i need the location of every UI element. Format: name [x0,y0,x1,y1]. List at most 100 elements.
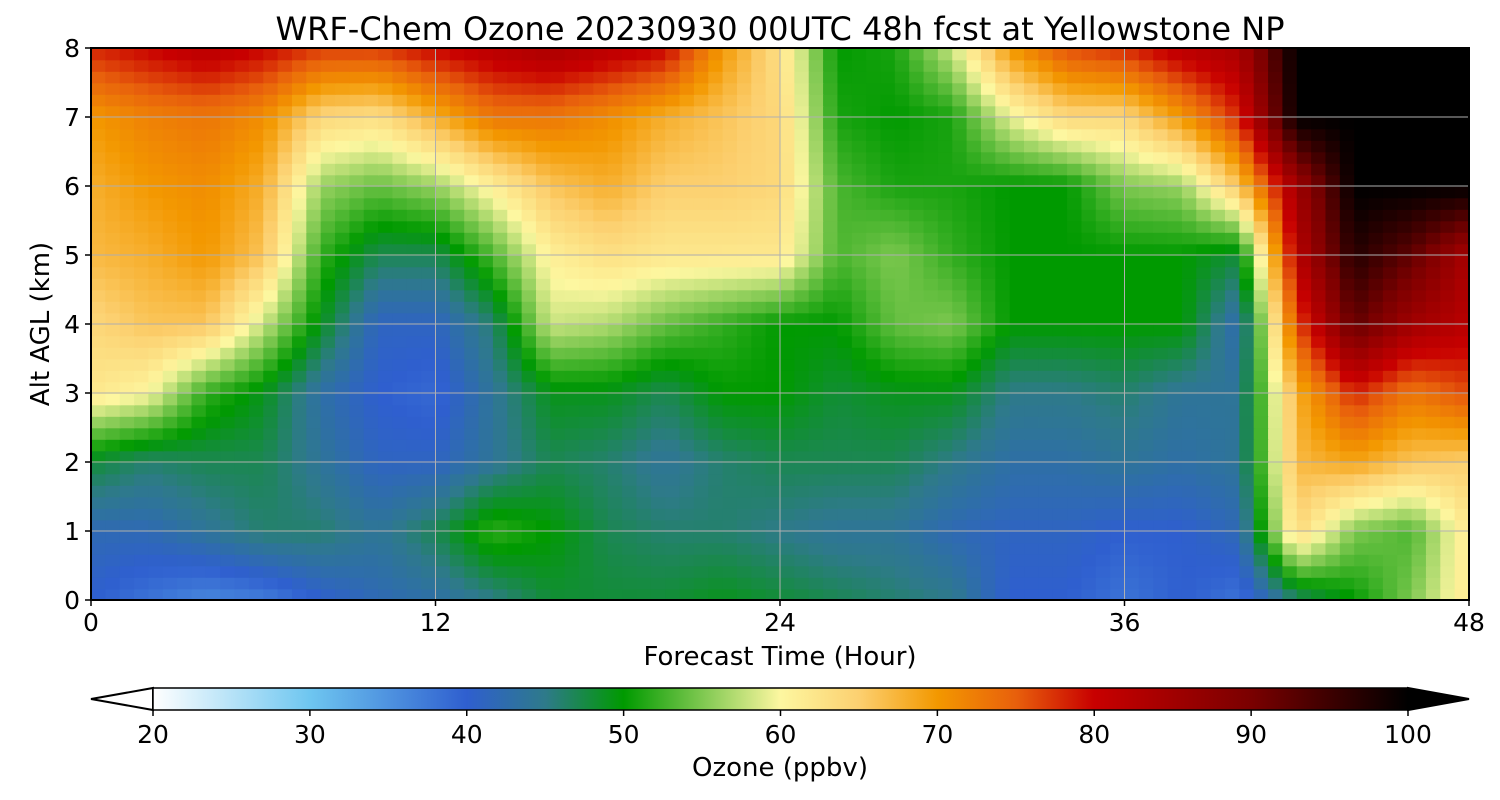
heatmap-cell [105,105,121,118]
heatmap-cell [1196,324,1212,337]
heatmap-cell [880,174,896,187]
heatmap-cell [148,496,164,509]
heatmap-cell [521,151,537,164]
heatmap-cell [1024,59,1040,72]
heatmap-cell [335,473,351,486]
heatmap-cell [1024,94,1040,107]
heatmap-cell [780,312,796,325]
heatmap-cell [378,485,394,498]
heatmap-cell [1239,427,1255,440]
heatmap-cell [794,508,810,521]
heatmap-cell [1210,48,1226,61]
heatmap-cell [1454,588,1469,600]
heatmap-cell [636,473,652,486]
heatmap-cell [650,232,666,245]
heatmap-cell [406,197,422,210]
heatmap-cell [1067,393,1083,406]
heatmap-cell [191,301,207,314]
heatmap-cell [263,232,279,245]
heatmap-cell [406,450,422,463]
heatmap-cell [1024,565,1040,578]
heatmap-cell [105,243,121,256]
heatmap-cell [923,393,939,406]
heatmap-cell [880,105,896,118]
heatmap-cell [722,209,738,222]
heatmap-cell [1425,519,1442,532]
heatmap-cell [91,255,107,268]
heatmap-cell [550,370,566,383]
heatmap-cell [794,393,810,406]
heatmap-cell [1268,358,1284,371]
heatmap-cell [1052,266,1068,279]
heatmap-cell [392,71,408,84]
heatmap-cell [550,404,566,417]
heatmap-cell [1224,324,1241,337]
heatmap-cell [708,266,724,279]
heatmap-cell [894,289,910,302]
heatmap-cell [894,197,910,210]
heatmap-cell [679,82,695,95]
heatmap-cell [162,347,178,360]
heatmap-cell [1095,197,1111,210]
heatmap-cell [1196,347,1212,360]
heatmap-cell [507,174,523,187]
heatmap-cell [435,370,451,383]
heatmap-cell [1038,289,1054,302]
heatmap-cell [550,416,566,429]
heatmap-cell [162,289,178,302]
heatmap-cell [880,278,896,291]
heatmap-cell [1153,301,1169,314]
heatmap-cell [650,82,666,95]
heatmap-cell [248,220,265,233]
heatmap-cell [349,197,365,210]
heatmap-cell [1038,82,1054,95]
heatmap-cell [823,554,839,567]
heatmap-cell [1339,450,1355,463]
heatmap-cell [492,381,509,394]
heatmap-cell [1124,588,1140,600]
heatmap-cell [550,347,566,360]
heatmap-cell [492,209,509,222]
heatmap-cell [105,554,121,567]
heatmap-cell [435,301,451,314]
heatmap-cell [1181,358,1198,371]
heatmap-cell [952,565,968,578]
heatmap-cell [995,381,1011,394]
heatmap-cell [980,117,997,130]
heatmap-cell [765,462,781,475]
heatmap-cell [1095,381,1111,394]
heatmap-cell [952,163,968,176]
heatmap-cell [923,531,939,544]
heatmap-cell [1382,450,1399,463]
heatmap-cell [923,381,939,394]
heatmap-cell [1095,174,1111,187]
heatmap-cell [923,186,939,199]
heatmap-cell [105,335,121,348]
heatmap-cell [736,324,753,337]
heatmap-cell [1354,48,1370,61]
heatmap-cell [392,370,408,383]
heatmap-cell [521,335,537,348]
colorbar-tick-label: 100 [1384,720,1432,749]
heatmap-cell [1397,312,1413,325]
heatmap-cell [851,324,867,337]
heatmap-cell [248,508,265,521]
heatmap-cell [191,289,207,302]
heatmap-cell [1196,519,1212,532]
heatmap-cell [1038,117,1054,130]
heatmap-cell [1081,427,1097,440]
heatmap-cell [665,255,681,268]
heatmap-cell [607,220,623,233]
heatmap-cell [162,496,178,509]
heatmap-cell [306,554,322,567]
heatmap-cell [579,312,595,325]
heatmap-cell [1067,59,1083,72]
heatmap-cell [464,209,480,222]
heatmap-cell [1110,186,1126,199]
heatmap-cell [722,312,738,325]
heatmap-cell [607,278,623,291]
heatmap-cell [191,393,207,406]
heatmap-cell [1354,542,1370,555]
heatmap-cell [1124,174,1140,187]
heatmap-cell [1224,163,1241,176]
